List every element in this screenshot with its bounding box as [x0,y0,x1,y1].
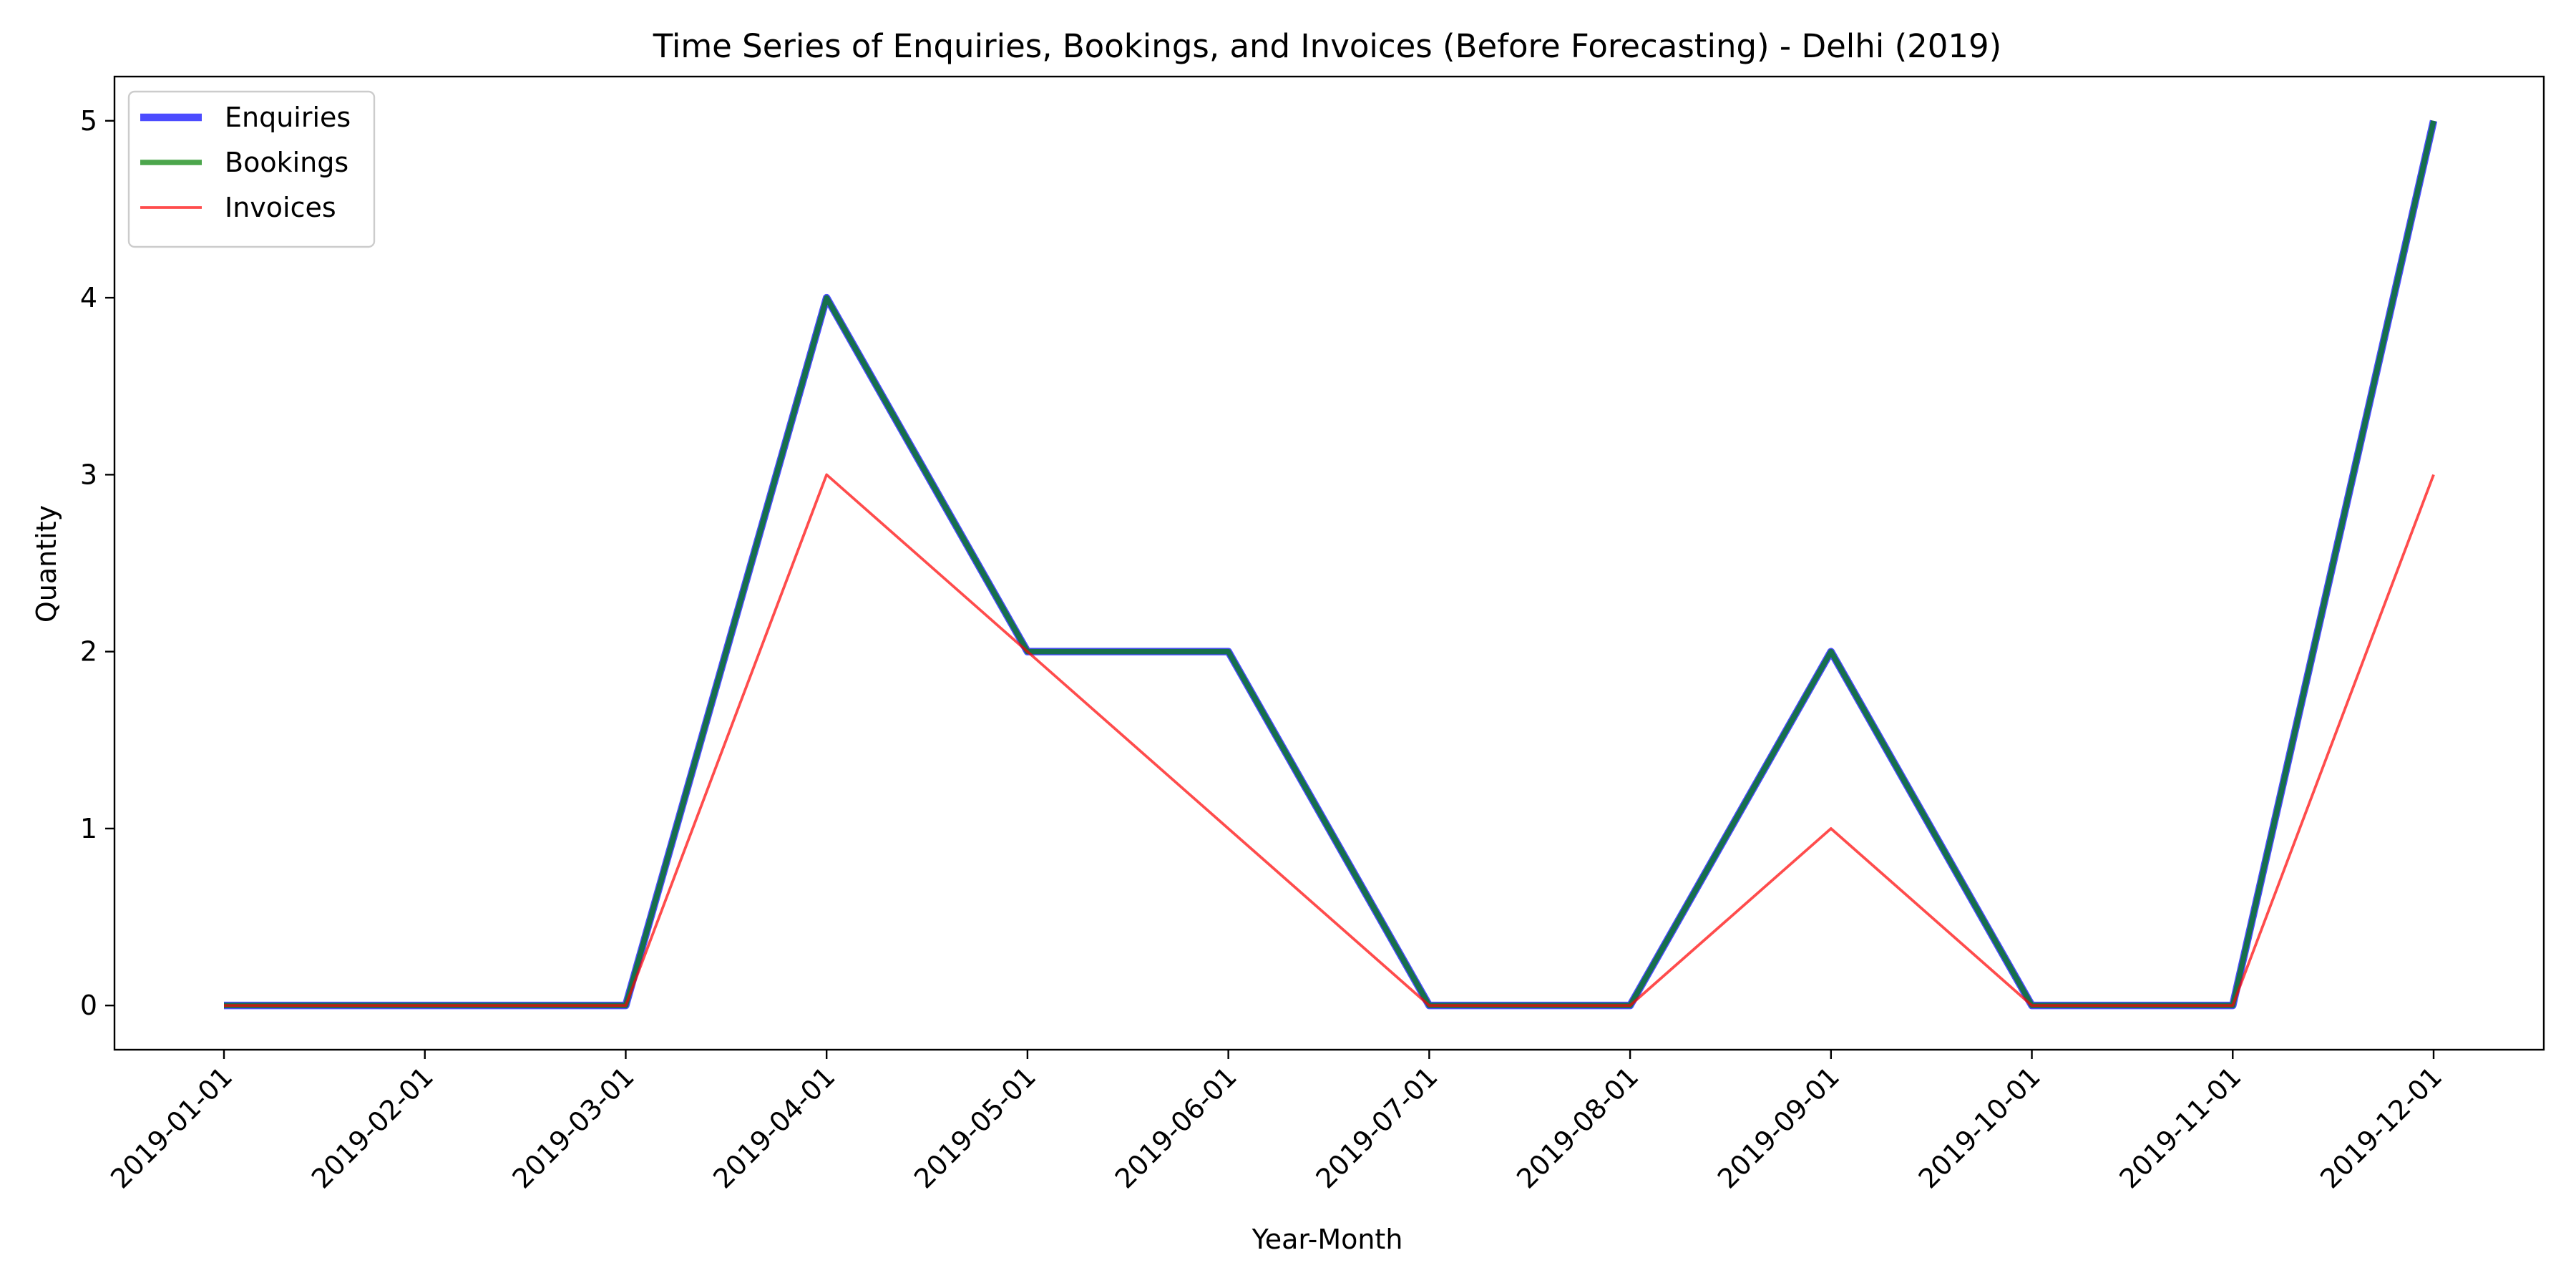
y-tick-label: 5 [80,105,97,137]
y-tick-label: 1 [80,813,97,844]
series-line-invoices [224,473,2435,1008]
y-tick-label: 0 [80,990,97,1021]
y-axis-title: Quantity [31,505,62,623]
axes-frame [113,75,2545,1051]
y-tick-label: 2 [80,636,97,668]
chart-title: Time Series of Enquiries, Bookings, and … [653,27,2002,65]
x-axis-title: Year-Month [1252,1224,1403,1255]
y-tick-label: 4 [80,282,97,313]
legend-label: Bookings [225,147,348,178]
y-tick-label: 3 [80,459,97,490]
legend-label: Invoices [225,192,336,223]
legend: Enquiries Bookings Invoices [127,90,376,248]
legend-label: Enquiries [225,102,351,133]
